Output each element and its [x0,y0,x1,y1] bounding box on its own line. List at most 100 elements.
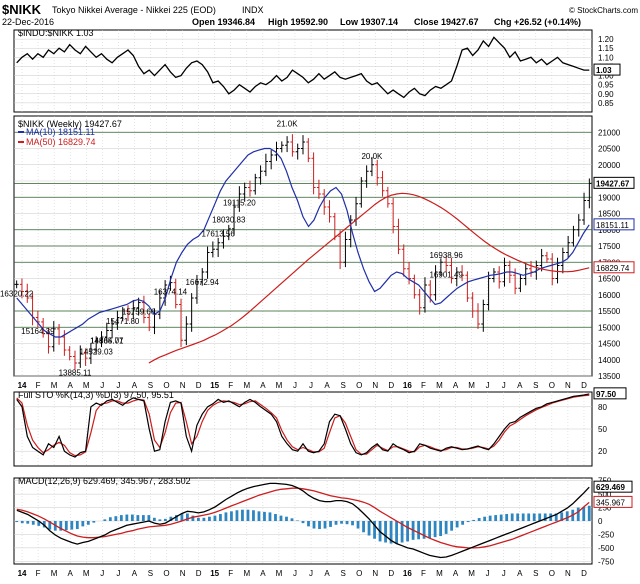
ohlc-chg: Chg +26.52 (+0.14%) [494,17,581,27]
macd-hist-bar [433,521,437,538]
x-tick-label: J [486,569,490,578]
last-signal-label: 345.967 [596,498,625,507]
macd-hist-bar [367,521,371,536]
macd-hist-bar [499,514,503,521]
macd-hist-bar [521,513,525,521]
macd-hist-bar [356,521,360,529]
x-tick-label: J [293,569,297,578]
x-tick-label: O [356,381,362,390]
last-close-label: 19427.67 [596,179,630,188]
macd-hist-bar [230,511,233,521]
price-annotation: 19115.20 [223,199,256,208]
macd-hist-bar [213,515,217,521]
watermark: © StockCharts.com [569,6,638,15]
macd-hist-bar [208,516,211,521]
macd-hist-bar [455,521,459,528]
y-tick-label: -500 [598,544,615,553]
y-tick-label: 19000 [598,193,621,202]
macd-panel-title: MACD(12,26,9) 629.469, 345.967, 283.502 [18,476,191,486]
panel-frame [13,29,593,113]
macd-hist-bar [301,521,305,524]
macd-hist-bar [235,510,239,521]
macd-hist-bar [345,521,349,525]
x-tick-label: M [468,381,475,390]
macd-hist-bar [494,515,498,521]
macd-line [16,482,590,559]
macd-hist-bar [384,521,387,543]
x-tick-label: A [132,569,138,578]
y-tick-label: 80 [598,403,607,412]
y-tick-label: 15500 [598,307,621,316]
x-tick-label: S [148,569,153,578]
y-tick-label: -250 [598,530,615,539]
macd-hist-bar [312,521,316,529]
macd-hist-bar [285,516,288,521]
sto-k-line [16,393,590,458]
x-tick-label: N [565,569,571,578]
y-tick-label: 20500 [598,145,621,154]
y-tick-label: 14000 [598,356,621,365]
macd-hist-bar [246,509,250,521]
x-tick-label: J [293,381,297,390]
macd-hist-bar [340,521,343,524]
ratio-panel-title: $INDU:$NIKK 1.03 [18,28,94,38]
macd-hist-bar [186,513,189,521]
x-tick-label: M [436,569,443,578]
macd-hist-bar [86,521,90,525]
price-annotation: 15164.39 [21,327,55,336]
macd-hist-bar [114,516,118,521]
macd-hist-bar [422,521,426,539]
x-tick-label: M [276,381,283,390]
macd-hist-bar [450,521,454,531]
last-close-box [593,176,635,189]
last-value-box [593,387,627,400]
macd-hist-bar [472,519,476,521]
ma50-legend-swatch [18,141,24,143]
last-ma10-box [593,218,635,231]
macd-hist-bar [119,515,123,521]
macd-hist-bar [75,521,79,530]
x-tick-label: S [148,381,153,390]
macd-hist-bar [64,521,68,531]
x-tick-label: O [163,381,169,390]
panel-2: 20 50 80 97.50 [13,387,627,467]
x-tick-label: N [372,569,378,578]
macd-hist-bar [560,512,564,521]
macd-hist-bar [417,521,420,540]
x-tick-label: D [581,381,587,390]
x-tick-label: J [100,569,104,578]
y-tick-label: 1.10 [598,53,614,62]
x-tick-label: A [260,569,266,578]
x-tick-label: M [276,569,283,578]
macd-hist-bar [130,514,134,521]
x-tick-label: A [517,569,523,578]
x-tick-label: J [502,569,506,578]
y-tick-label: 20 [598,447,607,456]
ma10-legend-label: MA(10) 18151.11 [26,127,95,137]
x-tick-label: M [83,381,90,390]
price-annotation: 16374.14 [154,288,188,297]
macd-hist-bar [373,521,376,539]
x-tick-label: M [468,569,475,578]
x-tick-label: A [453,569,459,578]
x-tick-label: D [388,569,394,578]
chart-exchange: INDX [242,5,264,15]
macd-hist-bar [510,513,514,521]
last-signal-box [593,495,633,508]
x-tick-label: J [100,381,104,390]
macd-hist-bar [241,509,244,521]
macd-hist-bar [505,514,509,521]
x-tick-label: O [163,569,169,578]
macd-hist-bar [565,511,569,521]
macd-hist-bar [483,516,487,521]
macd-hist-bar [92,521,96,523]
macd-hist-bar [477,518,481,521]
macd-hist-bar [174,515,178,521]
price-annotation: 20.0K [361,152,383,161]
last-value-label: 97.50 [596,390,617,399]
chart-name: Tokyo Nikkei Average - Nikkei 225 (EOD) [52,5,216,15]
x-tick-label: A [260,381,266,390]
macd-hist-bar [252,510,255,521]
panel-titles: $INDU:$NIKK 1.03 $NIKK (Weekly) 19427.67… [18,28,191,486]
last-value-box [593,63,621,76]
